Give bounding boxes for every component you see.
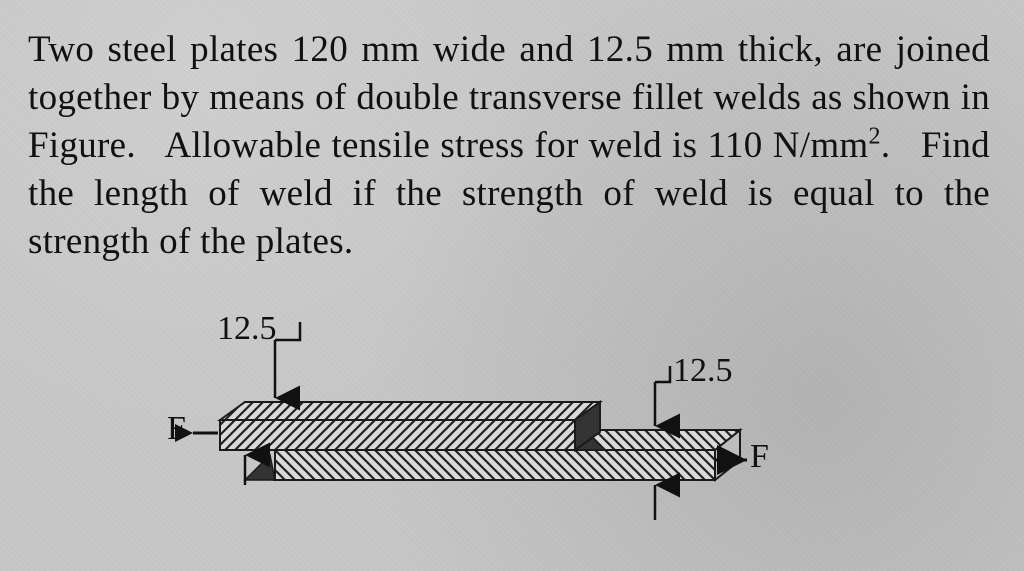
top-plate [220, 402, 600, 450]
text-line-3b: Allowable tensile [164, 125, 430, 166]
text-line-1: Two steel plates 120 mm wide and 12.5 mm… [28, 29, 823, 70]
force-label-right: F [750, 438, 769, 476]
dimension-label-right: 12.5 [673, 352, 733, 390]
dimension-label-left: 12.5 [217, 310, 277, 348]
weld-fillet-left [245, 455, 275, 480]
text-line-6: the plates. [200, 221, 353, 262]
text-line-4a: stress for weld is 110 N/mm [440, 125, 868, 166]
problem-text: Two steel plates 120 mm wide and 12.5 mm… [28, 26, 990, 266]
text-line-4b: . [881, 125, 891, 166]
superscript-2: 2 [868, 124, 880, 150]
dim-bracket-right [655, 366, 670, 382]
force-label-left: F [167, 410, 186, 448]
scanned-page: Two steel plates 120 mm wide and 12.5 mm… [0, 0, 1024, 571]
weld-figure: 12.5 12.5 F F [175, 320, 815, 550]
dim-bracket-left [275, 322, 300, 340]
